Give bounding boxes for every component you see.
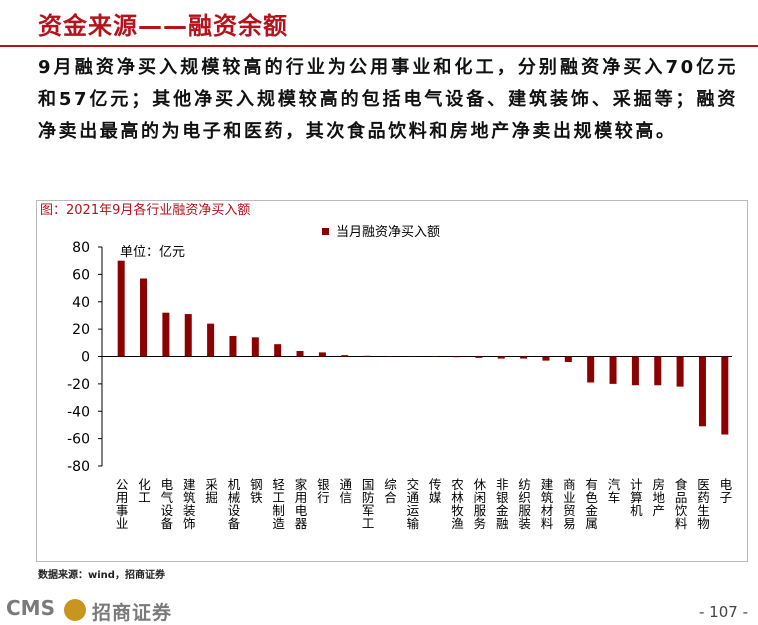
bar <box>475 357 482 358</box>
x-tick-label: 建筑装饰 <box>181 478 196 530</box>
legend-label: 当月融资净买入额 <box>336 225 440 240</box>
bar <box>162 313 169 357</box>
bar <box>252 337 259 356</box>
bar <box>207 324 214 357</box>
bar <box>610 357 617 384</box>
x-tick-label: 非银金融 <box>494 478 509 530</box>
paragraph: 9月融资净买入规模较高的行业为公用事业和化工，分别融资净买入70亿元和57亿元；… <box>38 52 738 148</box>
page-number: - 107 - <box>699 603 748 621</box>
y-tick-label: 0 <box>81 350 90 366</box>
y-tick-label: -40 <box>67 404 90 420</box>
bar <box>341 355 348 356</box>
bar <box>699 357 706 427</box>
x-tick-label: 综合 <box>382 478 397 504</box>
chart-title: 图：2021年9月各行业融资净买入额 <box>40 202 250 218</box>
x-tick-label: 化工 <box>136 478 151 504</box>
x-tick-label: 采掘 <box>203 478 218 504</box>
bar <box>542 357 549 361</box>
y-tick-label: -60 <box>67 432 90 448</box>
logo-text: CMS <box>6 596 55 620</box>
x-tick-label: 医药生物 <box>695 478 710 530</box>
bar <box>498 357 505 359</box>
x-tick-label: 建筑材料 <box>538 478 553 530</box>
header-rule <box>0 45 758 47</box>
x-tick-label: 交通运输 <box>404 477 419 530</box>
bar <box>677 357 684 387</box>
source: 数据来源：wind，招商证券 <box>38 566 165 581</box>
x-tick-label: 商业贸易 <box>561 477 576 530</box>
y-tick-label: -20 <box>67 377 90 393</box>
legend-swatch <box>322 228 329 235</box>
x-tick-label: 农林牧渔 <box>449 478 464 530</box>
bar <box>297 351 304 356</box>
x-tick-label: 机械设备 <box>225 478 240 530</box>
y-tick-label: 80 <box>72 240 90 256</box>
bar <box>565 357 572 362</box>
x-tick-label: 电子 <box>717 478 732 504</box>
annotation: 单位：亿元 <box>120 245 185 260</box>
x-tick-label: 电气设备 <box>158 478 173 530</box>
x-tick-label: 轻工制造 <box>270 478 285 530</box>
x-tick-label: 银行 <box>315 478 330 504</box>
bar <box>274 344 281 356</box>
x-tick-label: 纺织服装 <box>516 478 531 530</box>
x-tick-label: 公用事业 <box>114 478 129 530</box>
bar <box>364 356 371 357</box>
bar <box>118 261 125 357</box>
y-tick-label: -80 <box>67 459 90 475</box>
y-tick-label: 20 <box>72 322 90 338</box>
x-tick-label: 钢铁 <box>248 478 263 504</box>
company-name: 招商证券 <box>92 598 172 625</box>
x-tick-label: 通信 <box>337 478 352 504</box>
bar <box>319 352 326 356</box>
x-tick-label: 计算机 <box>628 478 643 517</box>
x-tick-label: 传媒 <box>427 477 442 504</box>
logo-icon <box>64 599 86 621</box>
bar <box>721 357 728 435</box>
x-tick-label: 汽车 <box>606 477 621 504</box>
x-tick-label: 有色金属 <box>583 478 598 530</box>
x-tick-label: 家用电器 <box>293 477 308 530</box>
y-tick-label: 60 <box>72 267 90 283</box>
bar <box>520 357 527 359</box>
bar <box>587 357 594 383</box>
x-tick-label: 房地产 <box>650 477 665 517</box>
bar <box>632 357 639 386</box>
header-title: 资金来源——融资余额 <box>38 6 288 41</box>
chart: 图：2021年9月各行业融资净买入额 单位：亿元 -80 -60 -40 -20 0 20… <box>36 200 748 562</box>
bar <box>229 336 236 357</box>
x-tick-label: 国防军工 <box>360 478 375 530</box>
bar <box>453 357 460 358</box>
x-tick-label: 休闲服务 <box>471 478 486 530</box>
bar <box>140 278 147 356</box>
y-tick-label: 40 <box>72 295 90 311</box>
bar <box>654 357 661 386</box>
x-tick-label: 食品饮料 <box>673 477 688 530</box>
bar <box>185 314 192 356</box>
